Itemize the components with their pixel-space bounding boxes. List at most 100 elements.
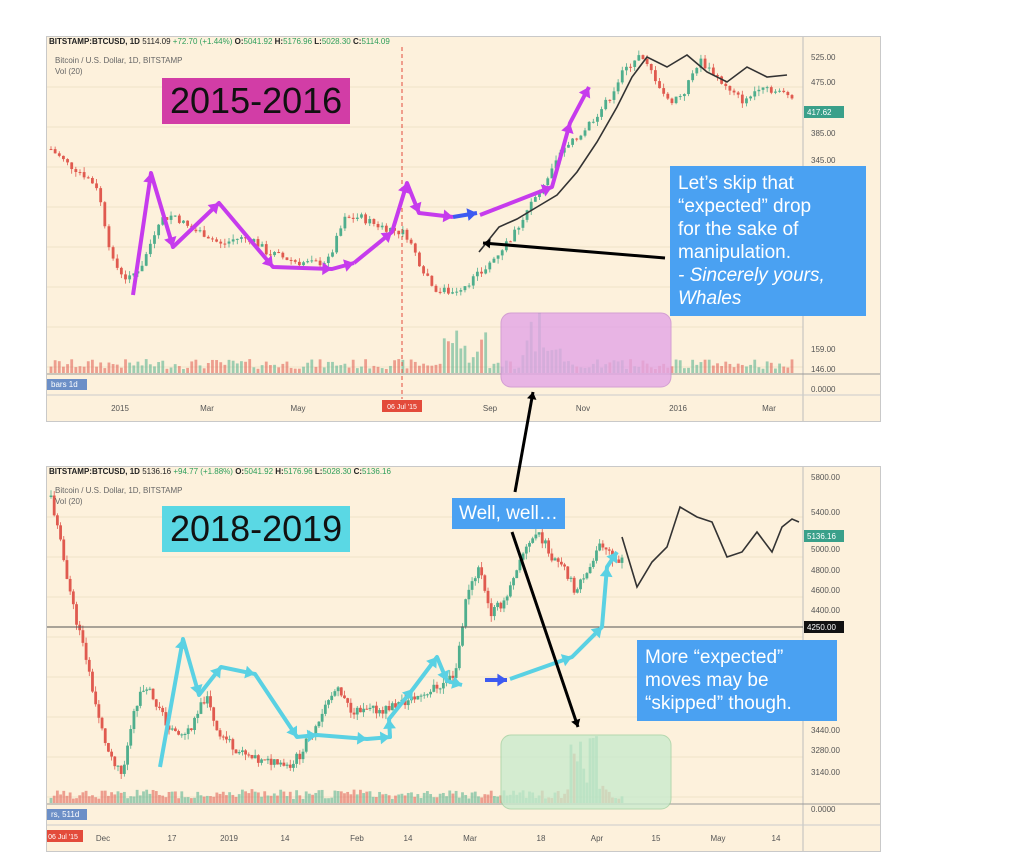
candle-body [633,60,637,67]
candle-body [288,764,292,768]
volume-bar [198,365,202,373]
volume-bar [49,366,53,373]
candle-body [231,239,235,242]
volume-bar [75,798,78,803]
candle-body [782,90,786,93]
candle-body [240,237,243,239]
candle-body [182,220,185,223]
volume-bar [144,359,148,373]
candle-body [678,96,682,98]
cyan-pattern-arrow-head [190,684,203,695]
x-tick-label: Dec [96,834,110,843]
candle-body [70,162,74,170]
candle-body [53,149,57,154]
magenta-pattern-arrow-head [398,183,411,195]
volume-bar [292,798,295,803]
candle-body [151,688,155,700]
price-change: +94.77 (+1.88%) [173,467,233,476]
volume-bar [78,795,82,803]
x-tick-label: Apr [591,834,604,843]
volume-bar [97,798,101,803]
volume-bar [103,368,107,373]
y-tick-label: 3280.00 [811,746,840,755]
candle-body [550,553,554,561]
volume-bar [489,790,493,803]
volume-highlight-box [500,312,672,388]
volume-bar [467,798,471,803]
candle-body [505,596,509,601]
volume-bar [703,359,707,373]
candle-body [432,684,436,692]
candle-body [601,543,605,548]
candle-body [716,75,719,77]
candle-body [435,684,439,689]
candle-body [413,243,417,253]
volume-bar [231,794,235,803]
volume-bar [438,363,442,373]
candle-body [521,219,525,228]
volume-bar [266,795,270,803]
candle-body [331,252,334,257]
volume-bar [272,793,276,803]
volume-bar [279,789,283,803]
note-whales: Let’s skip that “expected” drop for the … [670,166,866,316]
candle-body [569,577,573,579]
candle-body [691,73,695,81]
candle-body [223,243,227,245]
volume-bar [165,368,169,373]
volume-bar [244,791,247,803]
period-label-2015: 2015-2016 [162,78,351,124]
volume-bar [247,793,251,803]
candle-body [237,751,241,754]
candle-body [616,82,620,92]
volume-bar [480,339,483,373]
volume-bar [206,362,210,373]
candle-body [559,561,563,565]
volume-bar [202,796,206,803]
candle-body [231,739,235,750]
volume-bar [111,364,115,373]
volume-bar [124,359,127,373]
volume-bar [87,796,91,803]
candle-body [447,287,450,294]
volume-bar [57,361,61,373]
candle-body [138,691,142,706]
x-tick-label: 14 [404,834,413,843]
volume-bar [378,791,381,803]
volume-bar [277,367,281,373]
volume-bar [496,796,499,803]
candle-body [339,228,343,236]
volume-bar [473,791,477,803]
volume-bar [158,794,161,803]
candle-body [524,546,528,554]
volume-bar [716,363,719,373]
volume-bar [380,368,384,373]
volume-bar [234,796,238,803]
y-tick-label: 525.00 [811,53,836,62]
y-tick-label: 4800.00 [811,566,840,575]
cyan-pattern-arrow-head [451,676,462,689]
candle-body [198,230,202,232]
cyan-pattern-arrow-head [599,567,613,578]
volume-bar [132,796,136,803]
candle-body [381,710,385,714]
volume-bar [189,798,193,803]
volume-bar [670,366,674,373]
candle-body [97,704,101,718]
candle-body [422,266,425,274]
candle-body [583,130,587,136]
candle-body [508,585,512,597]
candle-body [277,252,281,254]
x-tick-label: 2019 [220,834,238,843]
volume-bar [687,367,690,373]
volume-bar [381,794,385,803]
candle-body [119,267,123,275]
candle-body [95,183,98,189]
candle-body [365,708,369,710]
volume-bar [148,364,152,373]
candle-body [492,258,496,263]
volume-bar [774,368,777,373]
candle-body [107,743,110,752]
candle-body [600,109,603,117]
candle-body [547,540,551,554]
